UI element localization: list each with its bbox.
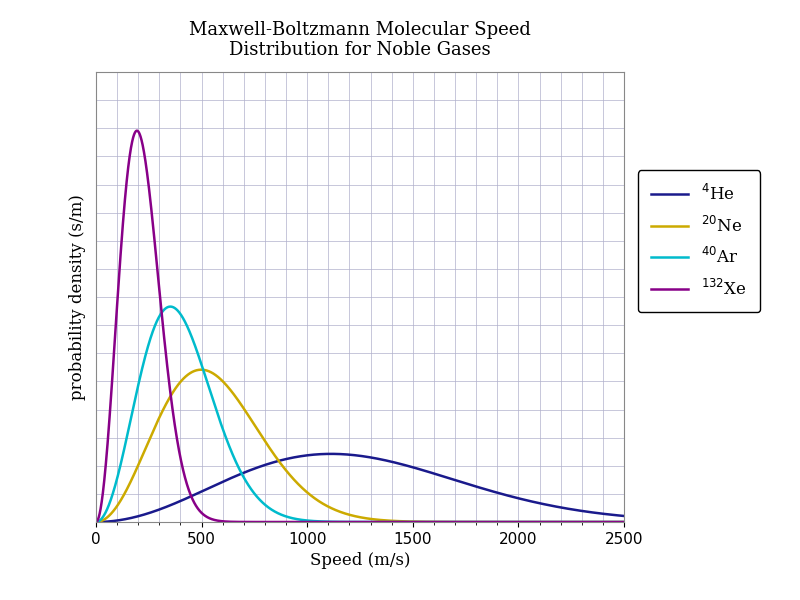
Y-axis label: probability density (s/m): probability density (s/m) [69, 194, 86, 400]
Title: Maxwell-Boltzmann Molecular Speed
Distribution for Noble Gases: Maxwell-Boltzmann Molecular Speed Distri… [189, 20, 531, 59]
X-axis label: Speed (m/s): Speed (m/s) [310, 552, 410, 569]
Legend: $^{4}$He, $^{20}$Ne, $^{40}$Ar, $^{132}$Xe: $^{4}$He, $^{20}$Ne, $^{40}$Ar, $^{132}$… [638, 170, 760, 313]
